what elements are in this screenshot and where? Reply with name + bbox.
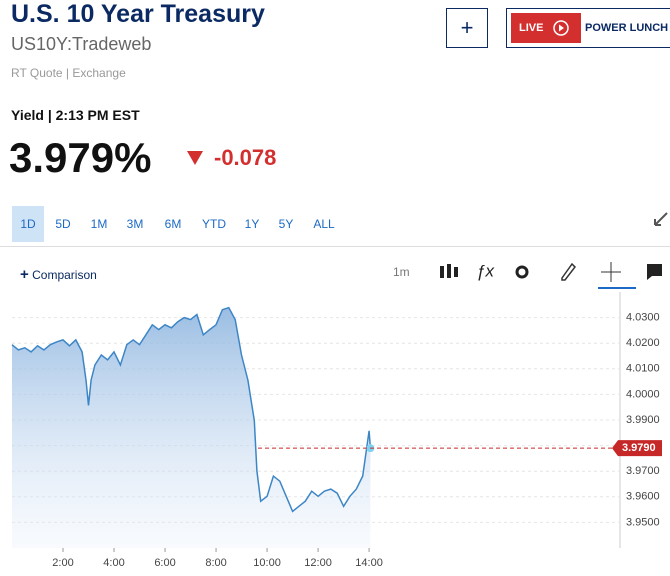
range-tab[interactable]: YTD [202, 217, 226, 231]
comparison-button[interactable]: + Comparison [20, 266, 97, 283]
x-tick-label: 10:00 [253, 557, 281, 569]
x-tick-label: 6:00 [154, 557, 175, 569]
comment-icon[interactable] [647, 264, 662, 280]
down-arrow [187, 151, 203, 165]
y-tick-label: 3.9500 [626, 516, 660, 528]
quote-source: RT Quote | Exchange [11, 66, 126, 80]
y-tick-label: 3.9700 [626, 465, 660, 477]
line [11, 306, 372, 513]
settings-icon[interactable] [515, 265, 529, 279]
x-tick-label: 4:00 [103, 557, 124, 569]
y-tick-label: 4.0000 [626, 388, 660, 400]
live-text: LIVE [519, 22, 544, 34]
x-tick-label: 8:00 [205, 557, 226, 569]
last-value-box [612, 440, 662, 457]
y-tick-label: 4.0300 [626, 312, 660, 324]
x-tick-label: 14:00 [355, 557, 383, 569]
range-tab[interactable]: ALL [313, 217, 335, 231]
y-tick-label: 4.0200 [626, 337, 660, 349]
change: -0.078 [214, 145, 277, 170]
range-tab[interactable]: 5D [55, 217, 71, 231]
symbol: US10Y:Tradeweb [11, 34, 152, 54]
expand-icon[interactable] [652, 210, 670, 228]
crosshair-icon[interactable] [601, 262, 621, 282]
show-name: POWER LUNCH [585, 22, 669, 34]
y-tick-label: 3.9600 [626, 491, 660, 503]
draw-icon[interactable] [561, 262, 576, 281]
live-button[interactable]: LIVE POWER LUNCH [506, 8, 670, 48]
range-tab[interactable]: 6M [164, 217, 182, 231]
play-icon [553, 20, 569, 36]
live-badge: LIVE [511, 13, 581, 43]
last-value-label: 3.9790 [622, 442, 656, 454]
x-tick-label: 2:00 [52, 557, 73, 569]
y-tick-label: 3.9900 [626, 414, 660, 426]
divider [0, 246, 670, 247]
range-tab[interactable]: 3M [126, 217, 144, 231]
toolbar-icons: ƒx [440, 261, 662, 289]
x-tick-label: 12:00 [304, 557, 332, 569]
fx-icon[interactable]: ƒx [476, 261, 494, 280]
comparison-text: Comparison [32, 268, 97, 282]
last-price: 3.979% [9, 134, 152, 181]
range-tab[interactable]: 1Y [244, 217, 260, 231]
range-tab[interactable]: 1D [12, 206, 44, 242]
candle-icon[interactable] [440, 264, 458, 278]
yield-label: Yield | 2:13 PM EST [11, 107, 140, 123]
add-button[interactable]: + [446, 8, 488, 48]
title: U.S. 10 Year Treasury [11, 0, 265, 28]
range-tab[interactable]: 5Y [278, 217, 294, 231]
area [12, 307, 371, 548]
interval[interactable]: 1m [393, 265, 410, 279]
range-tab[interactable]: 1M [90, 217, 108, 231]
y-tick-label: 4.0100 [626, 363, 660, 375]
